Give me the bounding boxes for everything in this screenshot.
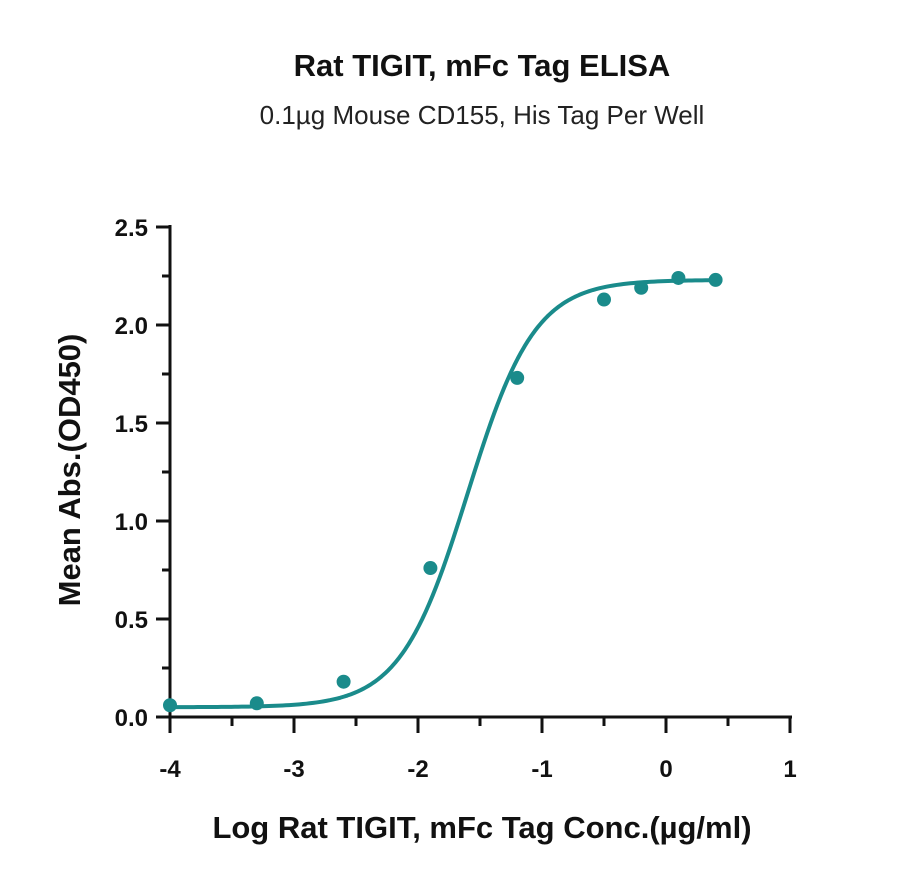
- y-tick-label: 2.0: [115, 313, 148, 340]
- data-point: [634, 280, 649, 295]
- data-point: [671, 270, 686, 285]
- x-tick-label: 0: [659, 756, 672, 783]
- x-tick-label: -1: [531, 756, 552, 783]
- y-tick-label: 0.0: [115, 705, 148, 732]
- data-point: [249, 696, 264, 711]
- chart-subtitle: 0.1µg Mouse CD155, His Tag Per Well: [260, 100, 705, 130]
- chart-title: Rat TIGIT, mFc Tag ELISA: [294, 48, 671, 83]
- data-point: [597, 292, 611, 307]
- data-point: [163, 698, 177, 713]
- fit-curve: [169, 278, 716, 710]
- data-point: [423, 561, 438, 576]
- data-point: [510, 370, 525, 385]
- data-point: [708, 272, 723, 287]
- x-tick-label: 1: [783, 756, 796, 783]
- y-tick-label: 1.5: [115, 411, 148, 438]
- x-tick-label: -4: [159, 756, 181, 783]
- y-tick-label: 2.5: [115, 215, 148, 242]
- x-tick-label: -2: [407, 756, 428, 783]
- y-tick-label: 0.5: [115, 607, 148, 634]
- plot-area: 0.0 0.5 1.0 1.5 2.0 2.5 -4 -3 -2 -1 0 1: [115, 215, 797, 783]
- y-tick-label: 1.0: [115, 509, 148, 536]
- y-axis-label: Mean Abs.(OD450): [52, 334, 87, 607]
- x-axis-label: Log Rat TIGIT, mFc Tag Conc.(µg/ml): [212, 810, 751, 845]
- x-tick-label: -3: [283, 756, 304, 783]
- data-point: [336, 674, 351, 689]
